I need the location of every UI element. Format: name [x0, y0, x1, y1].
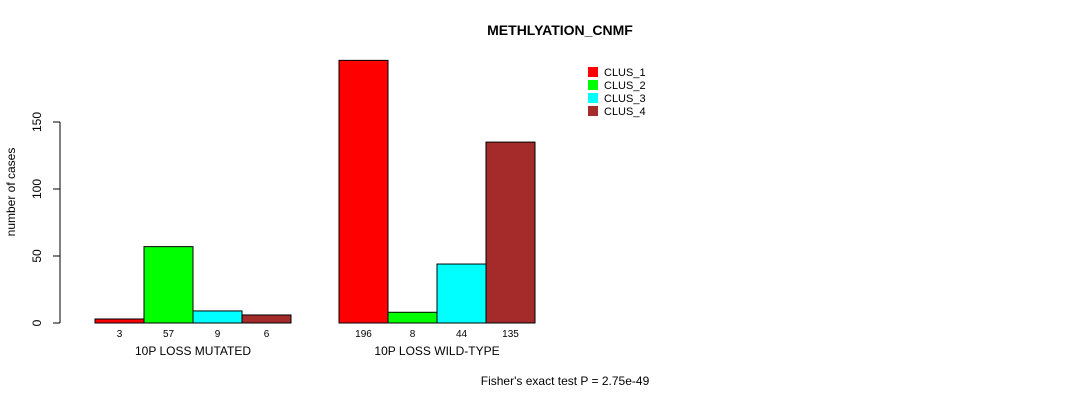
legend-label: CLUS_4: [604, 106, 646, 118]
bar-clus-2-group-2: [387, 311, 438, 324]
y-axis-ticks: 0 50 100 150: [30, 112, 60, 326]
bar-clus-1-group-1: [94, 318, 145, 324]
y-tick-label: 0: [30, 319, 44, 326]
bar-clus-4-group-1: [241, 314, 292, 324]
bar-value-label: 57: [163, 329, 175, 340]
bar-value-label: 8: [410, 329, 416, 340]
bar-clus-2-group-1: [143, 246, 194, 324]
bar-value-label: 196: [355, 329, 372, 340]
y-tick-label: 50: [30, 249, 44, 263]
bars: [94, 59, 536, 324]
chart-title: METHLYATION_CNMF: [487, 22, 633, 38]
legend-swatch: [588, 93, 598, 103]
legend-label: CLUS_1: [604, 67, 646, 79]
legend-swatch: [588, 80, 598, 90]
fisher-test-annotation: Fisher's exact test P = 2.75e-49: [481, 374, 650, 388]
bar-value-labels: 3 57 9 6 196 8 44 135: [117, 329, 520, 340]
group-label: 10P LOSS MUTATED: [135, 344, 251, 358]
bar-value-label: 135: [502, 329, 519, 340]
bar-clus-3-group-2: [436, 263, 487, 324]
group-labels: 10P LOSS MUTATED 10P LOSS WILD-TYPE: [135, 344, 500, 358]
bar-value-label: 9: [215, 329, 221, 340]
y-tick-label: 150: [30, 112, 44, 132]
bar-clus-4-group-2: [485, 141, 536, 324]
bar-value-label: 3: [117, 329, 123, 340]
group-label: 10P LOSS WILD-TYPE: [374, 344, 499, 358]
bar-clus-3-group-1: [192, 310, 243, 324]
bar-value-label: 44: [456, 329, 468, 340]
bar-clus-1-group-2: [338, 59, 389, 324]
bar-value-label: 6: [264, 329, 270, 340]
legend-swatch: [588, 67, 598, 77]
y-axis-label: number of cases: [4, 148, 18, 237]
legend-label: CLUS_2: [604, 80, 646, 92]
legend-label: CLUS_3: [604, 93, 646, 105]
y-tick-label: 100: [30, 179, 44, 199]
legend-swatch: [588, 106, 598, 116]
